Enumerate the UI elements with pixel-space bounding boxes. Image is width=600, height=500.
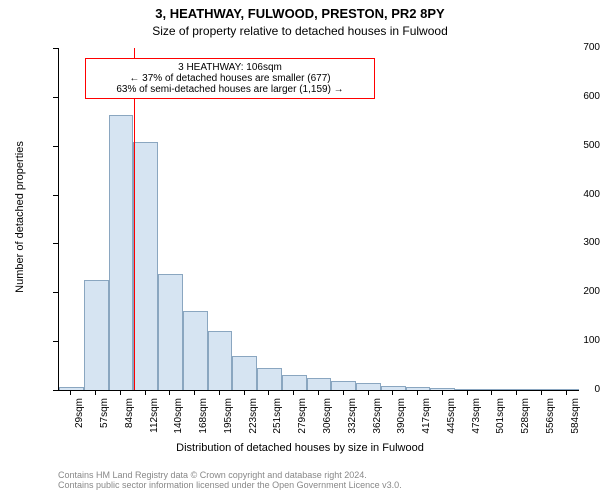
x-tick-mark [491, 390, 492, 395]
x-tick-mark [244, 390, 245, 395]
x-tick-mark [145, 390, 146, 395]
histogram-bar [133, 142, 158, 390]
x-tick-label: 417sqm [421, 398, 432, 442]
x-axis-label: Distribution of detached houses by size … [0, 442, 600, 454]
histogram-bar [183, 311, 208, 390]
plot-area [58, 48, 579, 391]
property-marker-line [134, 48, 135, 390]
x-tick-mark [541, 390, 542, 395]
x-tick-label: 112sqm [149, 398, 160, 442]
histogram-bar [84, 280, 109, 390]
histogram-bar [356, 383, 381, 390]
y-tick-mark [53, 195, 58, 196]
x-tick-label: 168sqm [198, 398, 209, 442]
y-tick-mark [53, 48, 58, 49]
y-axis-label: Number of detached properties [14, 117, 26, 317]
y-tick-label: 200 [550, 286, 600, 297]
x-tick-label: 29sqm [74, 398, 85, 442]
x-tick-label: 279sqm [297, 398, 308, 442]
x-tick-label: 223sqm [248, 398, 259, 442]
x-tick-mark [268, 390, 269, 395]
histogram-bar [158, 274, 183, 390]
x-tick-mark [417, 390, 418, 395]
y-tick-label: 400 [550, 189, 600, 200]
x-tick-mark [368, 390, 369, 395]
x-tick-label: 251sqm [272, 398, 283, 442]
x-tick-label: 501sqm [495, 398, 506, 442]
x-tick-mark [318, 390, 319, 395]
info-line-2: ← 37% of detached houses are smaller (67… [92, 73, 368, 84]
histogram-bar [455, 389, 480, 390]
footer-line-1: Contains HM Land Registry data © Crown c… [58, 470, 402, 480]
y-tick-mark [53, 146, 58, 147]
x-tick-label: 362sqm [372, 398, 383, 442]
x-tick-mark [392, 390, 393, 395]
histogram-bar [381, 386, 406, 390]
x-tick-mark [293, 390, 294, 395]
y-tick-mark [53, 390, 58, 391]
x-tick-mark [442, 390, 443, 395]
footer: Contains HM Land Registry data © Crown c… [58, 470, 402, 490]
histogram-bar [307, 378, 332, 390]
y-tick-mark [53, 341, 58, 342]
x-tick-label: 57sqm [99, 398, 110, 442]
x-tick-label: 140sqm [173, 398, 184, 442]
x-tick-label: 473sqm [471, 398, 482, 442]
x-tick-label: 390sqm [396, 398, 407, 442]
y-tick-label: 300 [550, 237, 600, 248]
y-tick-label: 0 [550, 384, 600, 395]
x-tick-label: 445sqm [446, 398, 457, 442]
x-tick-mark [120, 390, 121, 395]
x-tick-mark [70, 390, 71, 395]
x-tick-label: 584sqm [570, 398, 581, 442]
x-tick-label: 332sqm [347, 398, 358, 442]
y-tick-label: 600 [550, 91, 600, 102]
histogram-bar [59, 387, 84, 390]
histogram-bar [430, 388, 455, 390]
x-tick-mark [566, 390, 567, 395]
y-tick-mark [53, 292, 58, 293]
y-tick-mark [53, 97, 58, 98]
y-tick-label: 700 [550, 42, 600, 53]
x-tick-mark [95, 390, 96, 395]
y-tick-label: 100 [550, 335, 600, 346]
y-tick-mark [53, 243, 58, 244]
histogram-bar [331, 381, 356, 390]
x-tick-mark [219, 390, 220, 395]
x-tick-label: 84sqm [124, 398, 135, 442]
info-line-1: 3 HEATHWAY: 106sqm [92, 62, 368, 73]
x-tick-mark [169, 390, 170, 395]
footer-line-2: Contains public sector information licen… [58, 480, 402, 490]
histogram-bar [109, 115, 134, 390]
histogram-bar [232, 356, 257, 390]
x-tick-label: 306sqm [322, 398, 333, 442]
chart-title-sub: Size of property relative to detached ho… [0, 24, 600, 38]
x-tick-mark [343, 390, 344, 395]
x-tick-mark [194, 390, 195, 395]
histogram-bar [282, 375, 307, 390]
info-box: 3 HEATHWAY: 106sqm ← 37% of detached hou… [85, 58, 375, 99]
x-tick-label: 195sqm [223, 398, 234, 442]
histogram-bar [208, 331, 233, 390]
x-tick-label: 528sqm [520, 398, 531, 442]
histogram-bar [257, 368, 282, 390]
chart-title-main: 3, HEATHWAY, FULWOOD, PRESTON, PR2 8PY [0, 6, 600, 21]
x-tick-mark [516, 390, 517, 395]
x-tick-label: 556sqm [545, 398, 556, 442]
histogram-bar [505, 389, 530, 390]
x-tick-mark [467, 390, 468, 395]
y-tick-label: 500 [550, 140, 600, 151]
info-line-3: 63% of semi-detached houses are larger (… [92, 84, 368, 95]
chart-container: 3, HEATHWAY, FULWOOD, PRESTON, PR2 8PY S… [0, 0, 600, 500]
